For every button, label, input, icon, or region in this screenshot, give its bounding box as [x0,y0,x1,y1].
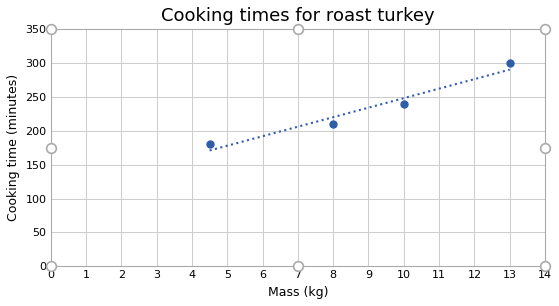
X-axis label: Mass (kg): Mass (kg) [268,286,328,299]
Point [505,61,514,65]
Y-axis label: Cooking time (minutes): Cooking time (minutes) [7,74,20,221]
Point [399,101,408,106]
Point [205,142,214,147]
Point [329,122,338,127]
Title: Cooking times for roast turkey: Cooking times for roast turkey [161,7,435,25]
